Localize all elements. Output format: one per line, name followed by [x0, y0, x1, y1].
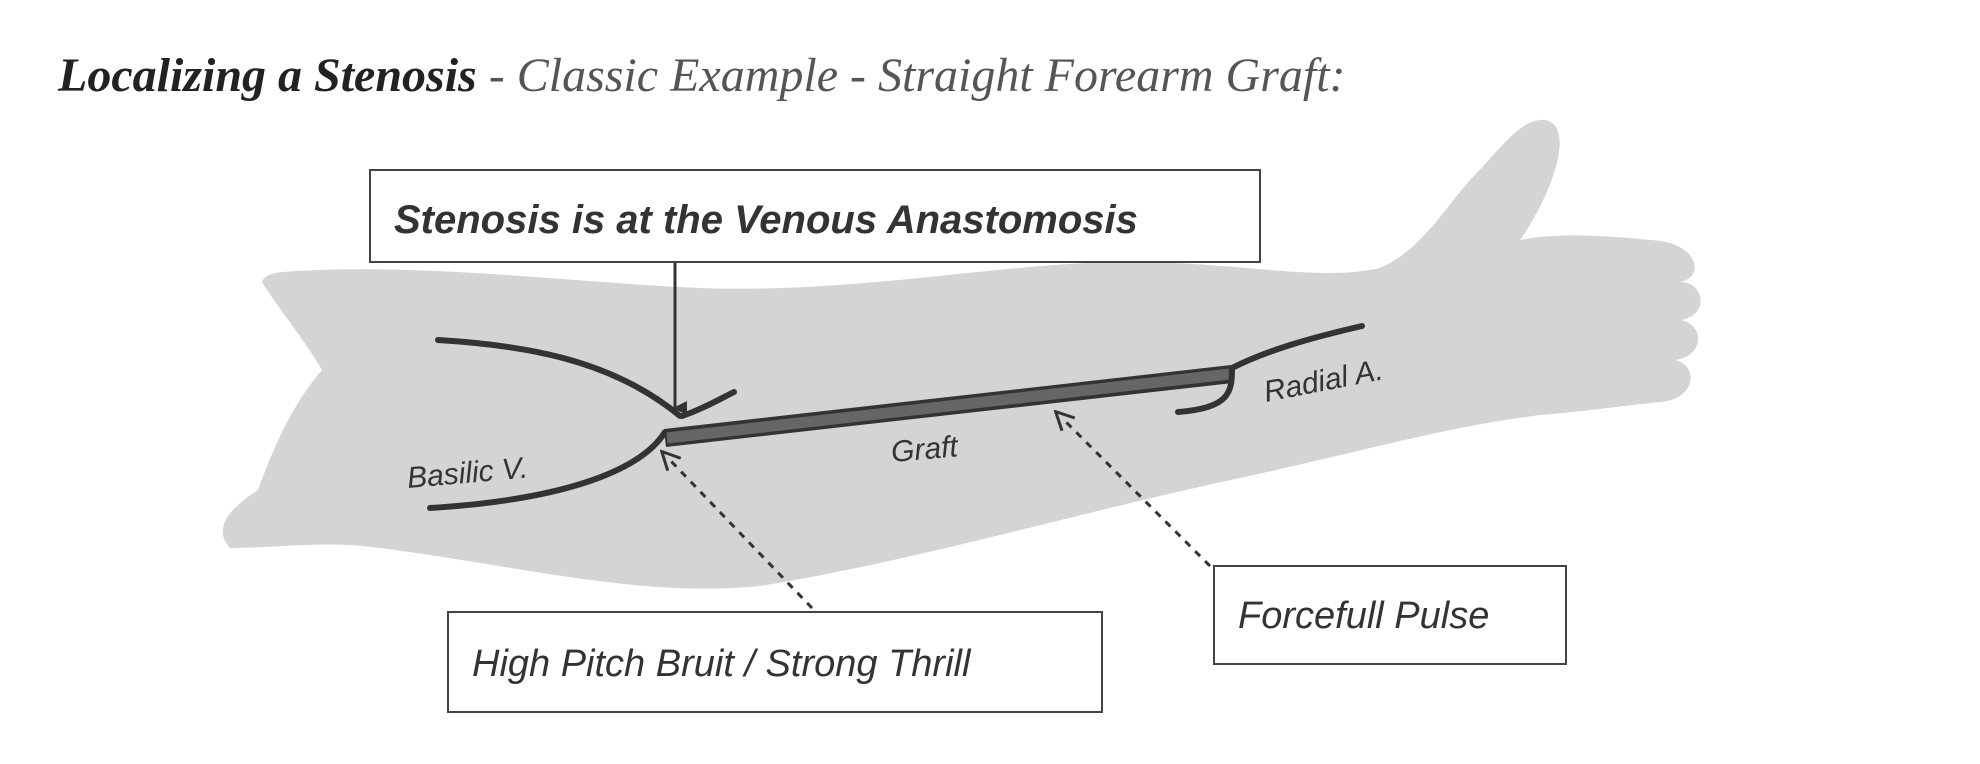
forearm-silhouette [222, 119, 1701, 589]
heading-bold: Localizing a Stenosis [58, 49, 477, 102]
bruit-dashed-arrow [668, 458, 814, 610]
graft-tube-fill [666, 368, 1231, 444]
pulse-callout-text: Forcefull Pulse [1238, 595, 1489, 637]
bruit-callout-text: High Pitch Bruit / Strong Thrill [472, 643, 972, 685]
basilic-vein-lower [427, 429, 668, 511]
diagram-heading: Localizing a Stenosis - Classic Example … [58, 48, 1346, 103]
radial-artery [1175, 323, 1365, 415]
stenosis-callout-text: Stenosis is at the Venous Anastomosis [394, 198, 1138, 242]
pulse-callout-box [1213, 565, 1567, 665]
basilic-vein-upper [435, 337, 683, 419]
bruit-callout-box [447, 611, 1103, 713]
label-graft: Graft [890, 430, 961, 469]
heading-rest: - Classic Example - Straight Forearm Gra… [476, 49, 1346, 102]
stenosis-callout-box [369, 169, 1261, 263]
pulse-dashed-arrow [1062, 418, 1212, 568]
